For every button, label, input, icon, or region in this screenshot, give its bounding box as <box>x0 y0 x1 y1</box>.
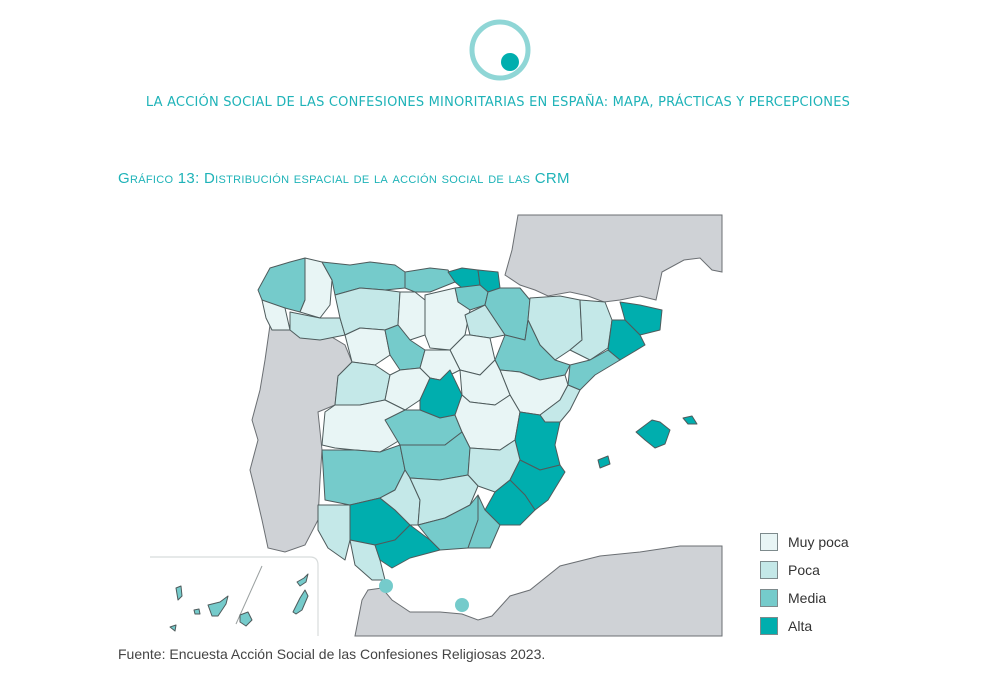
province-lanzarote <box>296 573 309 587</box>
province-bizkaia <box>447 267 481 289</box>
city-ceuta <box>379 579 393 593</box>
province-ibiza <box>597 455 611 469</box>
province-ourense <box>289 311 346 341</box>
circle-dot-logo <box>469 19 531 81</box>
chart-title: Gráfico 13: Distribución espacial de la … <box>118 170 570 187</box>
province-pontevedra <box>261 299 291 331</box>
province-almeria <box>467 494 501 549</box>
legend-item-muy-poca: Muy poca <box>760 528 849 556</box>
province-la-palma <box>175 585 183 601</box>
source-note: Fuente: Encuesta Acción Social de las Co… <box>118 646 546 662</box>
city-melilla <box>455 598 469 612</box>
spain-choropleth-map <box>150 214 723 637</box>
legend-label: Muy poca <box>788 534 849 550</box>
publication-title: LA ACCIÓN SOCIAL DE LAS CONFESIONES MINO… <box>145 95 851 110</box>
legend-item-alta: Alta <box>760 612 849 640</box>
province-huelva <box>317 504 351 561</box>
north-africa-land <box>354 545 723 637</box>
portugal-land <box>249 324 353 553</box>
legend-swatch <box>760 533 778 551</box>
france-land <box>504 214 723 303</box>
province-malaga <box>374 524 441 569</box>
legend-label: Alta <box>788 618 813 634</box>
canary-inset-divider <box>235 565 263 625</box>
province-gran-canaria <box>239 611 253 627</box>
map-legend: Muy poca Poca Media Alta <box>760 528 849 640</box>
legend-label: Media <box>788 590 827 606</box>
province-tenerife <box>207 595 229 617</box>
legend-swatch <box>760 589 778 607</box>
legend-swatch <box>760 617 778 635</box>
province-fuerteventura <box>292 589 309 615</box>
legend-item-media: Media <box>760 584 849 612</box>
canary-inset-frame <box>150 556 319 636</box>
province-lleida <box>569 299 613 361</box>
province-zamora <box>344 327 391 366</box>
province-el-hierro <box>169 624 177 632</box>
province-cantabria <box>404 267 456 293</box>
legend-label: Poca <box>788 562 820 578</box>
province-mallorca <box>635 419 671 449</box>
province-la-gomera <box>193 608 201 615</box>
province-menorca <box>682 415 698 425</box>
legend-item-poca: Poca <box>760 556 849 584</box>
legend-swatch <box>760 561 778 579</box>
